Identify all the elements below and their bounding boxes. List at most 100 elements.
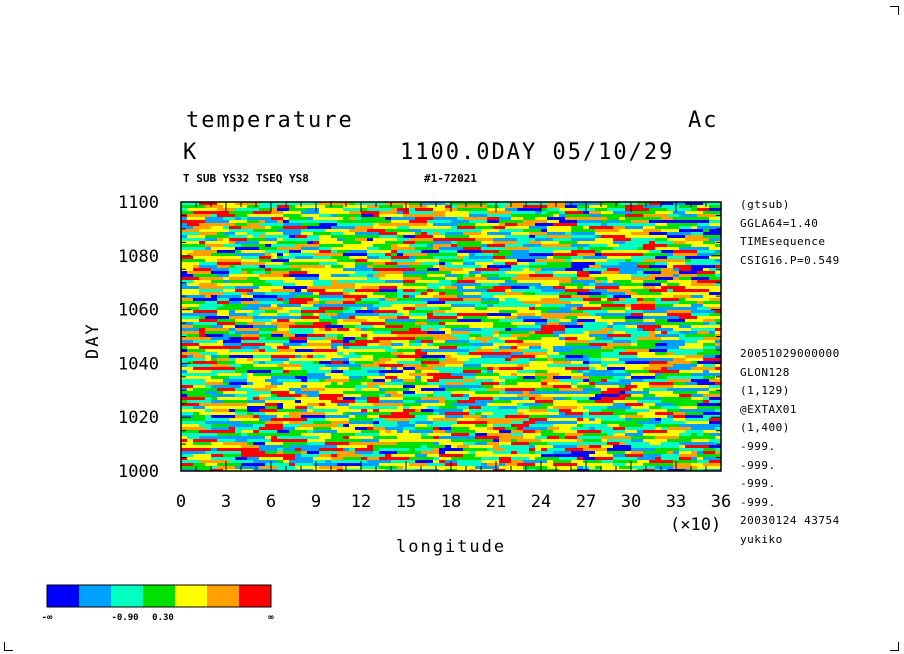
field-cell bbox=[295, 376, 307, 379]
field-cell bbox=[205, 238, 217, 241]
field-cell bbox=[307, 334, 325, 337]
field-cell bbox=[595, 232, 613, 235]
field-cell bbox=[313, 346, 331, 349]
field-cell bbox=[703, 298, 709, 301]
field-cell bbox=[517, 310, 541, 313]
field-cell bbox=[319, 466, 337, 469]
field-cell bbox=[463, 292, 481, 295]
field-cell bbox=[253, 388, 259, 391]
field-cell bbox=[541, 289, 565, 292]
field-cell bbox=[217, 460, 229, 463]
field-cell bbox=[703, 295, 721, 298]
field-cell bbox=[181, 316, 199, 319]
field-cell bbox=[295, 283, 313, 286]
field-cell bbox=[223, 400, 247, 403]
field-cell bbox=[697, 433, 703, 436]
field-cell bbox=[385, 262, 397, 265]
field-cell bbox=[715, 382, 721, 385]
field-cell bbox=[547, 262, 571, 265]
field-cell bbox=[325, 439, 349, 442]
field-cell bbox=[541, 337, 559, 340]
field-cell bbox=[349, 250, 367, 253]
colorbar-swatch bbox=[79, 585, 111, 607]
field-cell bbox=[499, 319, 523, 322]
field-cell bbox=[337, 331, 361, 334]
field-cell bbox=[283, 286, 307, 289]
field-cell bbox=[217, 358, 229, 361]
field-cell bbox=[433, 247, 439, 250]
field-cell bbox=[601, 244, 607, 247]
field-cell bbox=[667, 379, 691, 382]
field-cell bbox=[373, 223, 379, 226]
field-cell bbox=[415, 208, 433, 211]
field-cell bbox=[553, 238, 571, 241]
field-cell bbox=[283, 226, 307, 229]
field-cell bbox=[241, 250, 265, 253]
field-cell bbox=[679, 454, 697, 457]
field-cell bbox=[469, 394, 487, 397]
field-cell bbox=[301, 367, 319, 370]
field-cell bbox=[691, 232, 703, 235]
field-cell bbox=[457, 280, 475, 283]
field-cell bbox=[511, 358, 517, 361]
field-cell bbox=[619, 358, 631, 361]
field-cell bbox=[589, 454, 613, 457]
field-cell bbox=[655, 352, 667, 355]
field-cell bbox=[277, 313, 289, 316]
field-cell bbox=[517, 241, 529, 244]
field-cell bbox=[409, 229, 415, 232]
field-cell bbox=[553, 259, 565, 262]
field-cell bbox=[445, 214, 469, 217]
colorbar-swatch bbox=[207, 585, 239, 607]
field-cell bbox=[697, 208, 709, 211]
field-cell bbox=[643, 319, 649, 322]
field-cell bbox=[343, 232, 355, 235]
field-cell bbox=[691, 373, 715, 376]
field-cell bbox=[211, 415, 235, 418]
field-cell bbox=[559, 457, 577, 460]
field-cell bbox=[253, 232, 265, 235]
field-cell bbox=[679, 370, 703, 373]
field-cell bbox=[619, 391, 625, 394]
field-cell bbox=[421, 451, 439, 454]
field-cell bbox=[433, 430, 445, 433]
field-cell bbox=[589, 418, 595, 421]
field-cell bbox=[241, 343, 259, 346]
field-cell bbox=[577, 430, 589, 433]
field-cell bbox=[199, 304, 223, 307]
side-info-line: -999. bbox=[740, 439, 776, 453]
field-cell bbox=[223, 412, 235, 415]
field-cell bbox=[259, 418, 271, 421]
field-cell bbox=[517, 376, 523, 379]
field-cell bbox=[259, 277, 277, 280]
field-cell bbox=[523, 418, 529, 421]
field-cell bbox=[541, 268, 565, 271]
colorbar bbox=[46, 584, 272, 608]
field-cell bbox=[631, 376, 655, 379]
field-cell bbox=[283, 232, 301, 235]
field-cell bbox=[271, 382, 283, 385]
field-cell bbox=[463, 442, 475, 445]
field-cell bbox=[223, 382, 229, 385]
field-cell bbox=[493, 241, 517, 244]
field-cell bbox=[367, 460, 391, 463]
field-cell bbox=[643, 313, 667, 316]
field-cell bbox=[577, 322, 583, 325]
field-cell bbox=[397, 232, 415, 235]
field-cell bbox=[469, 253, 475, 256]
field-cell bbox=[691, 328, 715, 331]
field-cell bbox=[529, 265, 547, 268]
field-cell bbox=[277, 328, 289, 331]
field-cell bbox=[355, 202, 373, 205]
field-cell bbox=[235, 319, 253, 322]
field-cell bbox=[493, 397, 499, 400]
field-cell bbox=[637, 301, 655, 304]
field-cell bbox=[277, 325, 289, 328]
field-cell bbox=[511, 283, 535, 286]
field-cell bbox=[709, 433, 721, 436]
field-cell bbox=[325, 277, 349, 280]
field-cell bbox=[229, 226, 241, 229]
field-cell bbox=[553, 349, 571, 352]
field-cell bbox=[289, 298, 313, 301]
field-cell bbox=[493, 409, 517, 412]
